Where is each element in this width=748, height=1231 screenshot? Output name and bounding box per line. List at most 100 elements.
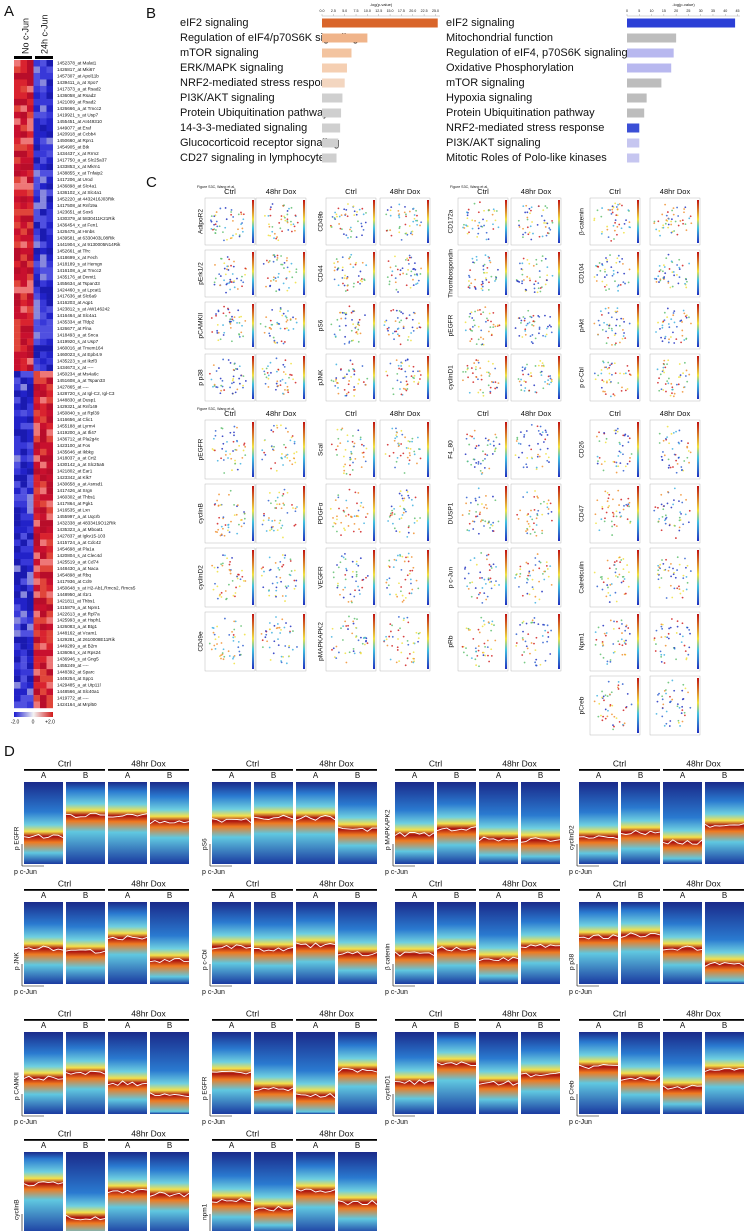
group-label: B (538, 1021, 543, 1030)
tsne-point (482, 391, 484, 394)
tsne-point (667, 223, 670, 226)
tsne-point (661, 627, 664, 630)
tsne-point (242, 335, 245, 338)
tsne-point (278, 522, 281, 525)
tsne-point (281, 494, 284, 497)
tsne-point (658, 377, 660, 380)
tsne-point (236, 426, 238, 429)
colorbar (505, 614, 507, 669)
tsne-point (655, 278, 658, 280)
tsne-point (402, 499, 405, 502)
tsne-point (615, 429, 617, 432)
tsne-point (403, 560, 406, 563)
colorbar (697, 356, 699, 399)
colorbar (303, 614, 305, 669)
tsne-point (265, 285, 267, 288)
tsne-point (626, 364, 629, 367)
heatmap-cell (20, 448, 27, 456)
tsne-point (344, 578, 347, 581)
tsne-point (522, 205, 525, 208)
tsne-point (234, 459, 236, 462)
tsne-point (273, 424, 275, 427)
tsne-point (665, 722, 668, 725)
gene-label: 1460302_at Thbs1 (57, 495, 96, 500)
tsne-point (663, 359, 666, 362)
tsne-point (536, 553, 539, 555)
tsne-point (412, 329, 415, 332)
tsne-point (231, 392, 234, 395)
tsne-point (484, 320, 487, 323)
heatmap-cell (46, 209, 53, 216)
tsne-point (282, 312, 285, 315)
pathway-label: Mitochondrial function (446, 32, 553, 44)
gene-label: 1439581_at 6330403L08Rik (57, 235, 115, 240)
tsne-point (229, 572, 232, 575)
heatmap-cell (46, 669, 53, 676)
tsne-point (470, 657, 473, 660)
heatmap-cell (46, 481, 53, 488)
column-header: 24h c-Jun (39, 14, 49, 54)
tsne-point (391, 635, 394, 638)
tsne-point (342, 556, 345, 559)
group-label: B (454, 1021, 459, 1030)
density-plot (479, 1032, 518, 1114)
heatmap-cell (33, 448, 40, 456)
heatmap-cell (20, 435, 27, 443)
tsne-point (657, 321, 659, 324)
tsne-point (480, 287, 483, 290)
tsne-point (628, 268, 631, 271)
tsne-point (523, 435, 525, 438)
tsne-point (292, 507, 294, 509)
heatmap-cell (14, 565, 21, 573)
tsne-point (527, 513, 530, 515)
heatmap-cell (33, 209, 40, 216)
tsne-point (487, 360, 490, 363)
heatmap-cell (27, 390, 34, 398)
tsne-point (392, 308, 395, 311)
tsne-point (535, 636, 538, 639)
tsne-point (217, 528, 220, 531)
heatmap-cell (20, 131, 27, 138)
tsne-point (290, 362, 292, 365)
tsne-point (616, 427, 619, 430)
tsne-point (357, 492, 360, 494)
tsne-point (273, 237, 275, 240)
tsne-point (654, 650, 657, 652)
tsne-point (485, 238, 488, 241)
median-curve (23, 1181, 64, 1187)
gene-label: 1416464_at Slc4a1 (57, 313, 97, 318)
tsne-point (357, 429, 360, 432)
tsne-point (685, 498, 687, 501)
tsne-point (330, 443, 333, 446)
tsne-point (288, 655, 291, 658)
x-axis-label: p c-Jun (569, 989, 592, 996)
heatmap-cell (14, 662, 21, 670)
tsne-point (343, 527, 345, 530)
heatmap-cell (46, 124, 53, 132)
tsne-point (494, 499, 497, 502)
tsne-point (416, 519, 418, 522)
tsne-point (339, 329, 341, 331)
tsne-point (546, 624, 549, 627)
tsne-point (525, 204, 528, 207)
heatmap-cell (27, 157, 34, 164)
tsne-point (484, 254, 487, 257)
tsne-point (549, 502, 552, 505)
tsne-point (349, 456, 352, 459)
tsne-point (341, 427, 344, 430)
tsne-point (273, 519, 276, 522)
tsne-point (282, 363, 285, 366)
tsne-point (407, 462, 410, 465)
tsne-point (671, 271, 674, 274)
tsne-point (404, 232, 407, 235)
tsne-point (607, 680, 610, 683)
tsne-point (627, 281, 630, 284)
tsne-point (477, 338, 480, 341)
tsne-point (406, 639, 409, 642)
heatmap-cell (33, 442, 40, 449)
tsne-point (356, 333, 359, 335)
tsne-point (606, 225, 609, 228)
tsne-point (334, 380, 337, 382)
heatmap-cell (20, 260, 27, 268)
heatmap-cell (46, 565, 53, 573)
